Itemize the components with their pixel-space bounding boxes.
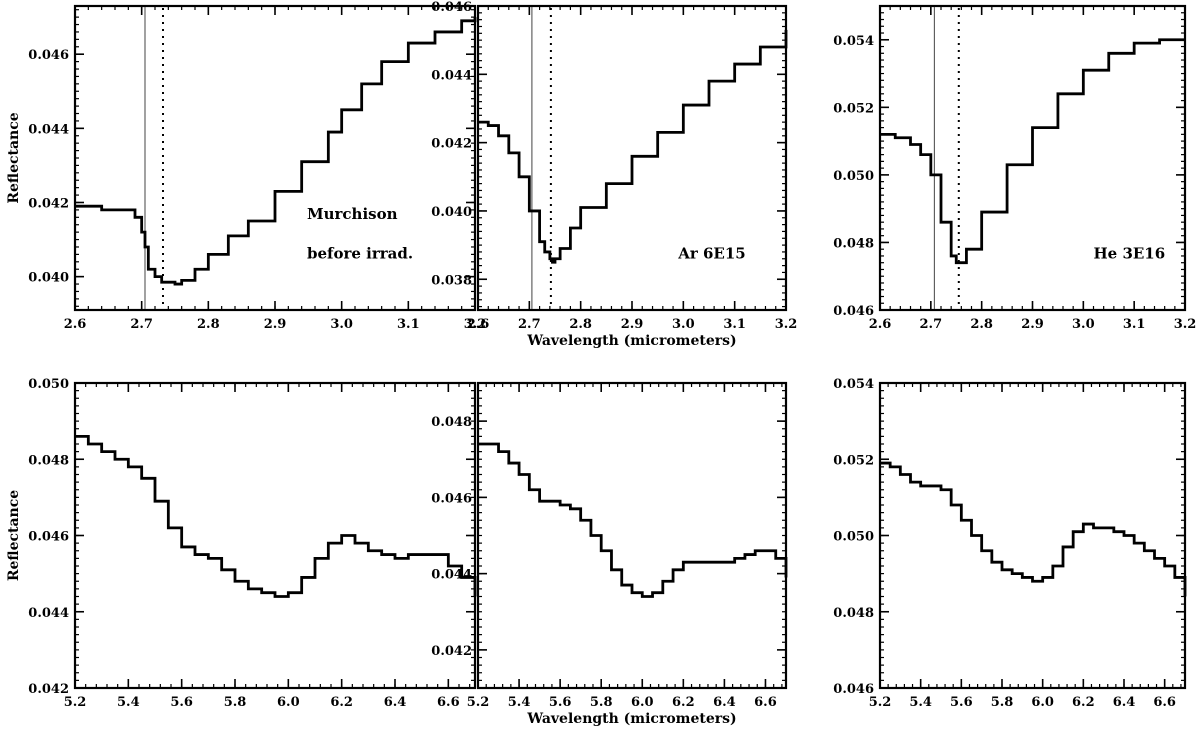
x-tick-label: 2.9 xyxy=(621,317,644,332)
annotation-label: He 3E16 xyxy=(1094,244,1166,262)
annotation-label: Ar 6E15 xyxy=(677,244,746,262)
y-tick-label: 0.052 xyxy=(833,101,874,116)
x-tick-label: 2.7 xyxy=(920,317,943,332)
y-tick-label: 0.050 xyxy=(833,530,874,545)
panel-6: 5.2 5.4 5.6 5.8 6.0 6.2 6.4 6.6 0.046 0.048 0.050 0… xyxy=(833,377,1187,710)
x-tick-label: 6.0 xyxy=(1031,695,1054,710)
x-tick-label: 3.1 xyxy=(397,317,420,332)
x-tick-label: 3.2 xyxy=(775,317,798,332)
y-tick-label: 0.040 xyxy=(431,205,472,220)
x-tick-label: 2.6 xyxy=(64,317,87,332)
y-tick-label: 0.042 xyxy=(28,682,69,697)
x-axis-title: Wavelength (micrometers) xyxy=(526,711,736,727)
x-tick-label: 5.8 xyxy=(224,695,247,710)
x-tick-label: 6.4 xyxy=(713,695,736,710)
x-tick-label: 2.7 xyxy=(518,317,541,332)
axes-frame xyxy=(73,4,477,312)
x-tick-label: 3.2 xyxy=(464,317,487,332)
y-tick-label: 0.044 xyxy=(28,606,69,621)
annotation-label: Murchison xyxy=(307,205,398,223)
x-tick-label: 5.2 xyxy=(64,695,87,710)
x-tick-label: 3.1 xyxy=(723,317,746,332)
y-tick-label: 0.052 xyxy=(833,453,874,468)
x-tick-label: 5.6 xyxy=(170,695,193,710)
panel-4: 5.2 5.4 5.6 5.8 6.0 6.2 6.4 6.6 0.042 0.044 0.046 0… xyxy=(6,377,477,710)
x-tick-label: 2.6 xyxy=(869,317,892,332)
x-tick-label: 2.7 xyxy=(130,317,153,332)
series-line xyxy=(75,17,477,286)
x-tick-label: 3.0 xyxy=(330,317,353,332)
y-tick-label: 0.050 xyxy=(28,377,69,392)
y-tick-label: 0.048 xyxy=(833,236,874,251)
y-tick-label: 0.042 xyxy=(28,196,69,211)
y-tick-label: 0.038 xyxy=(431,273,472,288)
y-tick-label: 0.046 xyxy=(431,0,472,15)
panel-1: 2.6 2.7 2.8 2.9 3.0 3.1 3.2 0.040 0.042 0.044 0.04… xyxy=(6,4,487,332)
x-tick-label: 2.6 xyxy=(467,317,490,332)
x-tick-label: 5.8 xyxy=(590,695,613,710)
x-tick-label: 3.1 xyxy=(1123,317,1146,332)
axes-frame xyxy=(476,381,788,690)
x-axis-title: Wavelength (micrometers) xyxy=(526,333,736,349)
x-tick-label: 6.4 xyxy=(1113,695,1136,710)
y-tick-label: 0.040 xyxy=(28,271,69,286)
x-tick-label: 5.2 xyxy=(467,695,490,710)
y-tick-label: 0.048 xyxy=(28,453,69,468)
x-tick-label: 6.4 xyxy=(384,695,407,710)
x-tick-label: 3.0 xyxy=(672,317,695,332)
y-tick-label: 0.044 xyxy=(28,122,69,137)
y-tick-label: 0.054 xyxy=(833,34,874,49)
y-tick-label: 0.046 xyxy=(833,682,874,697)
y-tick-label: 0.054 xyxy=(833,377,874,392)
axes-frame xyxy=(73,381,477,690)
y-tick-label: 0.048 xyxy=(833,606,874,621)
x-tick-label: 6.0 xyxy=(277,695,300,710)
annotation-label: before irrad. xyxy=(307,244,413,262)
x-tick-label: 6.6 xyxy=(754,695,777,710)
series-line xyxy=(880,461,1187,597)
y-tick-label: 0.046 xyxy=(28,530,69,545)
y-tick-label: 0.046 xyxy=(431,491,472,506)
x-tick-label: 5.6 xyxy=(549,695,572,710)
x-tick-label: 2.9 xyxy=(264,317,287,332)
series-line xyxy=(75,434,477,598)
y-tick-label: 0.046 xyxy=(28,48,69,63)
y-tick-label: 0.044 xyxy=(431,568,472,583)
x-tick-label: 5.4 xyxy=(508,695,531,710)
x-tick-label: 6.2 xyxy=(672,695,695,710)
x-tick-label: 6.2 xyxy=(1072,695,1095,710)
x-tick-label: 2.9 xyxy=(1021,317,1044,332)
x-tick-label: 2.8 xyxy=(197,317,220,332)
x-tick-label: 6.2 xyxy=(330,695,353,710)
x-tick-label: 5.4 xyxy=(909,695,932,710)
x-tick-label: 6.6 xyxy=(437,695,460,710)
y-axis-title: Reflectance xyxy=(6,490,22,581)
x-tick-label: 3.2 xyxy=(1174,317,1197,332)
y-tick-label: 0.048 xyxy=(431,415,472,430)
y-axis-title: Reflectance xyxy=(6,112,22,203)
x-tick-label: 5.2 xyxy=(869,695,892,710)
y-tick-label: 0.044 xyxy=(431,68,472,83)
y-tick-label: 0.042 xyxy=(431,644,472,659)
axes-frame xyxy=(878,381,1187,690)
y-tick-label: 0.042 xyxy=(431,137,472,152)
x-tick-label: 6.6 xyxy=(1153,695,1176,710)
x-tick-label: 5.8 xyxy=(991,695,1014,710)
y-tick-label: 0.046 xyxy=(833,304,874,319)
series-line xyxy=(478,442,788,598)
x-tick-label: 5.4 xyxy=(117,695,140,710)
x-tick-label: 3.0 xyxy=(1072,317,1095,332)
panel-5: 5.2 5.4 5.6 5.8 6.0 6.2 6.4 6.6 0.042 0.044 0.046 0… xyxy=(431,381,788,727)
x-tick-label: 2.8 xyxy=(569,317,592,332)
series-line xyxy=(880,38,1185,265)
x-tick-label: 5.6 xyxy=(950,695,973,710)
x-tick-label: 6.0 xyxy=(631,695,654,710)
x-tick-label: 2.8 xyxy=(970,317,993,332)
y-tick-label: 0.050 xyxy=(833,169,874,184)
panel-3: 2.6 2.7 2.8 2.9 3.0 3.1 3.2 0.046 0.048 0.050 0.05… xyxy=(833,4,1197,332)
panel-2: 2.6 2.7 2.8 2.9 3.0 3.1 3.2 0.038 0.040 0.042 0.04… xyxy=(431,0,797,349)
series-line xyxy=(478,29,788,264)
